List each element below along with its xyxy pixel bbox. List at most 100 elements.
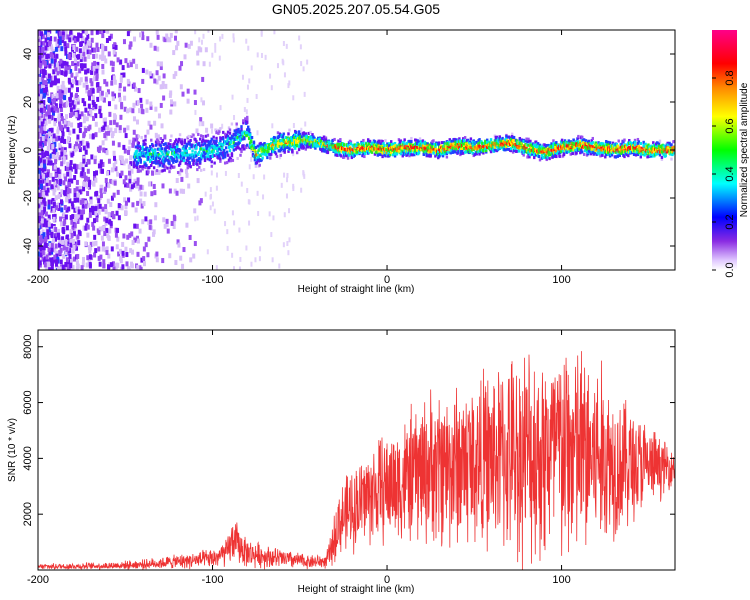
spectrogram-noise-cell xyxy=(207,30,210,33)
spectrogram-noise-cell xyxy=(94,210,98,216)
spectrogram-ridge-cell xyxy=(219,159,222,163)
spectrogram-noise-cell xyxy=(50,58,54,64)
spectrogram-noise-cell xyxy=(115,210,119,216)
spectrogram-ridge-cell xyxy=(461,149,464,153)
spectrogram-ridge-cell xyxy=(353,153,356,157)
spectrogram-noise-cell xyxy=(55,232,59,238)
spectrogram-ridge-cell xyxy=(517,146,521,150)
spectrogram-noise-cell xyxy=(174,30,178,34)
spectrogram-noise-cell xyxy=(104,220,108,226)
spectrogram-noise-cell xyxy=(179,84,183,90)
spectrogram-noise-cell xyxy=(40,53,44,59)
spectrogram-noise-cell xyxy=(208,61,211,67)
spectrogram-noise-cell xyxy=(232,33,235,39)
spectrogram-noise-cell xyxy=(94,240,98,246)
spectrogram-noise-cell xyxy=(55,30,59,34)
spectrogram-noise-cell xyxy=(82,82,86,88)
spectrogram-noise-cell xyxy=(64,46,68,52)
spectrogram-noise-cell xyxy=(186,88,190,94)
spectrogram-noise-cell xyxy=(77,229,81,235)
spectrogram-ridge-cell xyxy=(381,139,384,143)
spectrogram-ridge-cell xyxy=(219,139,222,143)
spectrogram-noise-cell xyxy=(51,93,55,99)
spectrogram-noise-cell xyxy=(107,235,111,241)
spectrogram-ridge-cell xyxy=(293,136,296,140)
spectrogram-noise-cell xyxy=(149,101,153,107)
spectrogram-noise-cell xyxy=(94,103,98,109)
spectrogram-ridge-cell xyxy=(533,150,536,154)
spectrogram-noise-cell xyxy=(80,171,84,177)
spectrogram-noise-cell xyxy=(157,113,161,119)
spectrogram-ridge-cell xyxy=(484,139,487,143)
spectrogram-noise-cell xyxy=(93,171,97,177)
spectrogram-noise-cell xyxy=(42,159,46,165)
spectrogram-ridge-cell xyxy=(462,142,465,146)
spectrogram-ridge-cell xyxy=(150,159,153,163)
spectrogram-ridge-cell xyxy=(135,149,139,153)
spectrogram-ridge-cell xyxy=(367,150,371,154)
spectrogram-ridge-cell xyxy=(273,150,277,154)
spectrogram-ridge-cell xyxy=(457,150,460,154)
spectrogram-ridge-cell xyxy=(432,139,435,143)
spectrogram-noise-cell xyxy=(74,164,78,170)
spectrogram-noise-cell xyxy=(70,82,74,88)
spectrogram-noise-cell xyxy=(124,210,128,216)
spectrogram-noise-cell xyxy=(86,255,90,261)
spectrogram-ridge-cell xyxy=(168,170,171,174)
spectrogram-noise-cell xyxy=(169,32,173,38)
spectrogram-ridge-cell xyxy=(319,139,323,143)
spectrogram-ridge-cell xyxy=(360,150,363,154)
spectrogram-ridge-cell xyxy=(505,135,508,139)
spectrogram-noise-cell xyxy=(46,172,50,178)
spectrogram-noise-cell xyxy=(111,61,115,67)
spectrogram-noise-cell xyxy=(121,264,125,270)
spectrogram-noise-cell xyxy=(47,138,51,144)
spectrogram-noise-cell xyxy=(91,134,95,140)
spectrogram-noise-cell xyxy=(67,54,71,60)
spectrogram-ridge-cell xyxy=(216,153,219,157)
spectrogram-ridge-cell xyxy=(169,144,172,148)
spectrogram-noise-cell xyxy=(108,35,112,41)
spectrogram-ridge-cell xyxy=(620,151,623,155)
spectrogram-noise-cell xyxy=(125,108,129,114)
spectrogram-noise-cell xyxy=(184,42,188,48)
spectrogram-noise-cell xyxy=(157,75,161,81)
spectrogram-noise-cell xyxy=(80,214,84,220)
spectrogram-noise-cell xyxy=(46,34,50,40)
spectrogram-ridge-cell xyxy=(180,140,184,144)
spectrogram-ridge-cell xyxy=(320,137,324,141)
spectrogram-noise-cell xyxy=(57,228,61,234)
spectrogram-ridge-cell xyxy=(197,152,200,156)
spectrogram-ridge-cell xyxy=(401,149,404,153)
spectrogram-noise-cell xyxy=(285,193,288,199)
spectrogram-ridge-cell xyxy=(342,155,346,159)
spectrogram-noise-cell xyxy=(42,93,46,99)
spectrogram-ridge-cell xyxy=(182,156,186,160)
spectrogram-ridge-cell xyxy=(188,161,191,165)
spectrogram-noise-cell xyxy=(124,200,128,206)
spectrogram-noise-cell xyxy=(59,216,63,222)
spectrogram-ridge-cell xyxy=(164,165,167,169)
spectrogram-noise-cell xyxy=(282,41,285,47)
spectrogram-noise-cell xyxy=(57,234,61,240)
spectrogram-noise-cell xyxy=(38,156,41,162)
spectrogram-noise-cell xyxy=(130,231,134,237)
spectrogram-ridge-cell xyxy=(495,135,499,139)
spectrogram-noise-cell xyxy=(269,73,272,79)
spectrogram-ridge-cell xyxy=(175,159,179,163)
spectrogram-noise-cell xyxy=(119,77,123,83)
spectrogram-noise-cell xyxy=(65,197,69,203)
spectrogram-noise-cell xyxy=(58,103,62,109)
spectrogram-noise-cell xyxy=(77,32,81,38)
spectrogram-noise-cell xyxy=(102,263,106,269)
spectrogram-noise-cell xyxy=(59,221,63,227)
spectrogram-noise-cell xyxy=(85,116,89,122)
spectrogram-noise-cell xyxy=(159,102,163,108)
spectrogram-ridge-cell xyxy=(581,135,584,139)
spectrogram-ridge-cell xyxy=(382,142,385,146)
spectrogram-ridge-cell xyxy=(245,134,248,138)
spectrogram-noise-cell xyxy=(231,94,234,100)
spectrogram-ridge-cell xyxy=(138,165,141,169)
spectrogram-noise-cell xyxy=(72,104,76,110)
spectrogram-noise-cell xyxy=(141,109,145,115)
